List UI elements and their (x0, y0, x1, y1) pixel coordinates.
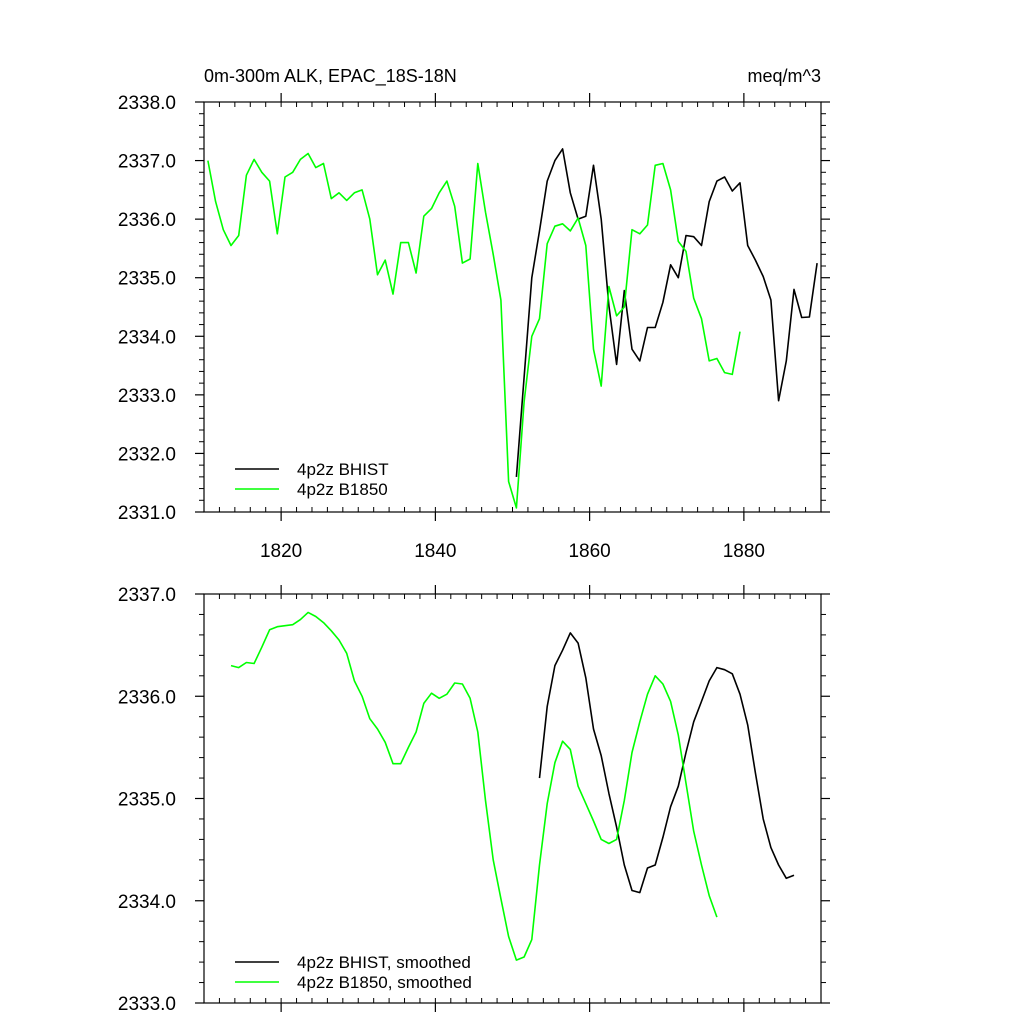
bottom-panel: 2333.0 2334.0 2335.0 2336.0 2337.0 4p2z BHIST… (118, 585, 830, 1015)
y-tick-label: 2337.0 (118, 585, 176, 606)
y-tick-label: 2332.0 (118, 444, 176, 465)
legend-label: 4p2z B1850, smoothed (297, 973, 472, 992)
x-tick-label: 1880 (723, 541, 765, 562)
plot-frame (203, 593, 822, 1004)
y-tick-label: 2335.0 (118, 790, 176, 811)
series-line-bhist (515, 148, 818, 477)
x-tick-label: 1820 (260, 541, 302, 562)
series-line-b1850 (230, 611, 718, 961)
legend-label: 4p2z BHIST (297, 460, 389, 479)
x-tick-label: 1840 (414, 541, 456, 562)
y-tick-label: 2333.0 (118, 994, 176, 1015)
top-panel-title: 0m-300m ALK, EPAC_18S-18N (204, 66, 457, 87)
y-tick-label: 2336.0 (118, 210, 176, 231)
series-line-b1850 (207, 152, 741, 509)
legend-label: 4p2z BHIST, smoothed (297, 953, 471, 972)
y-tick-label: 2331.0 (118, 503, 176, 524)
y-tick-label: 2337.0 (118, 152, 176, 173)
y-tick-label: 2336.0 (118, 687, 176, 708)
legend-label: 4p2z B1850 (297, 480, 388, 499)
top-panel: 0m-300m ALK, EPAC_18S-18N meq/m^3 1820 18… (118, 66, 830, 562)
plot-frame (203, 101, 822, 513)
y-tick-label: 2338.0 (118, 93, 176, 114)
y-tick-label: 2334.0 (118, 892, 176, 913)
x-tick-label: 1860 (568, 541, 610, 562)
series-line-bhist (538, 632, 795, 894)
y-tick-label: 2334.0 (118, 327, 176, 348)
top-panel-units: meq/m^3 (748, 66, 821, 86)
y-tick-label: 2333.0 (118, 386, 176, 407)
y-tick-label: 2335.0 (118, 269, 176, 290)
